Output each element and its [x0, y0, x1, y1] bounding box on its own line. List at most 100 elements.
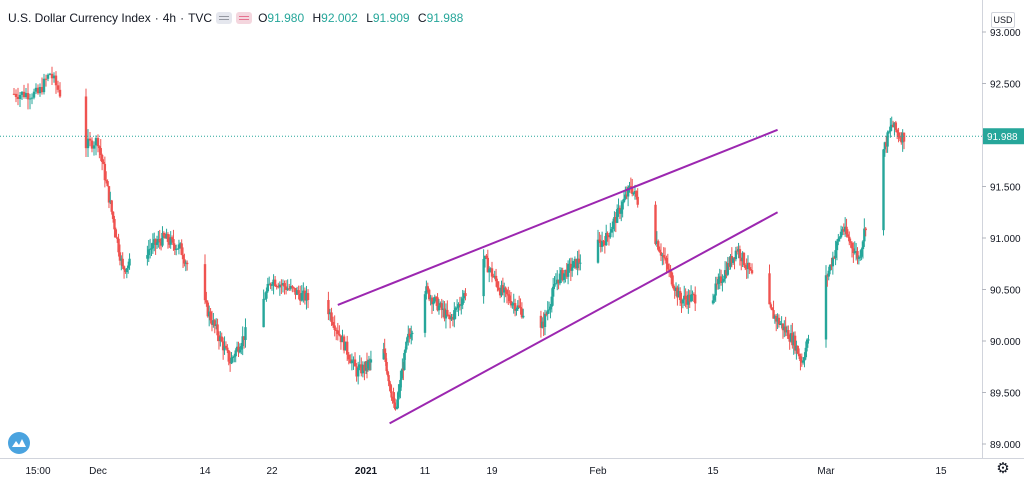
- candle: [517, 295, 521, 308]
- candle-body: [779, 323, 782, 325]
- candle-body: [550, 296, 553, 307]
- gear-icon[interactable]: ⚙: [996, 460, 1010, 477]
- candle: [16, 87, 20, 106]
- candle: [564, 269, 567, 283]
- candle: [659, 243, 663, 262]
- candle: [430, 295, 434, 314]
- candle: [509, 291, 513, 308]
- candle-body: [114, 229, 118, 238]
- y-tick-label: 92.500: [990, 80, 1021, 91]
- candle-body: [433, 296, 436, 302]
- candle: [824, 265, 828, 348]
- candle-body: [797, 353, 801, 357]
- candle-body: [441, 308, 445, 310]
- candle-body: [776, 317, 779, 322]
- candle: [440, 298, 443, 319]
- candle: [100, 153, 104, 171]
- candle: [432, 297, 435, 311]
- candle: [116, 236, 119, 243]
- candle-body: [895, 130, 899, 133]
- candle-body: [517, 305, 521, 307]
- candle-body: [283, 283, 286, 287]
- candle-body: [352, 359, 355, 361]
- candle: [453, 302, 456, 328]
- candle-body: [497, 287, 500, 290]
- candle: [727, 257, 731, 271]
- candle-body: [773, 315, 777, 319]
- candle: [658, 246, 661, 253]
- candle: [792, 331, 795, 355]
- eye-badge-icon[interactable]: [236, 12, 253, 24]
- candle: [482, 249, 485, 304]
- candle-body: [566, 264, 570, 277]
- candle-body: [887, 131, 891, 133]
- candle-body: [654, 204, 657, 244]
- candle-body: [607, 235, 611, 238]
- candle: [217, 331, 221, 350]
- candle-body: [635, 191, 638, 197]
- candle: [220, 332, 223, 343]
- symbol-title[interactable]: U.S. Dollar Currency Index: [8, 11, 151, 25]
- candle: [146, 245, 149, 266]
- candle-body: [223, 345, 226, 351]
- candle-body: [744, 265, 747, 269]
- candle: [579, 254, 582, 271]
- candle: [238, 343, 242, 354]
- candle-body: [622, 198, 626, 203]
- candle-body: [406, 337, 409, 342]
- candle-body: [662, 254, 665, 258]
- candle-body: [118, 252, 122, 261]
- candle: [718, 268, 721, 290]
- candle-body: [599, 240, 602, 247]
- candle-body: [784, 326, 787, 333]
- candle: [677, 284, 680, 298]
- candle: [827, 266, 830, 281]
- candle-body: [448, 315, 452, 320]
- candle-body: [155, 242, 159, 245]
- y-tick-label: 89.000: [990, 440, 1021, 451]
- candle: [636, 188, 639, 208]
- candle: [558, 267, 562, 286]
- candle: [603, 235, 607, 254]
- tradingview-logo-icon[interactable]: [8, 432, 30, 454]
- eye-badge-icon[interactable]: [216, 12, 233, 24]
- candle-body: [886, 132, 889, 147]
- candle: [849, 238, 852, 248]
- candle: [734, 246, 738, 262]
- candle-body: [397, 391, 400, 400]
- candle: [462, 290, 466, 304]
- candle: [237, 341, 240, 358]
- candle: [901, 129, 904, 152]
- lower-channel-line[interactable]: [389, 211, 779, 425]
- candle: [621, 199, 624, 218]
- candle: [738, 245, 742, 266]
- candle-body: [557, 279, 560, 284]
- candle: [796, 345, 799, 355]
- candle: [207, 305, 211, 327]
- candle: [221, 337, 225, 360]
- candle: [610, 226, 613, 233]
- upper-channel-line[interactable]: [337, 128, 778, 306]
- candle-body: [781, 323, 785, 331]
- candle-body: [568, 263, 571, 265]
- currency-button[interactable]: USD: [991, 12, 1015, 28]
- candle: [96, 134, 100, 153]
- candle: [464, 288, 467, 301]
- candle-body: [835, 241, 839, 251]
- y-tick-label: 89.500: [990, 389, 1021, 400]
- candle-body: [103, 163, 107, 181]
- candle: [894, 120, 898, 133]
- candle-body: [795, 345, 798, 351]
- candle-body: [241, 336, 244, 347]
- candle-body: [219, 336, 222, 342]
- candle-body: [206, 302, 209, 317]
- candle: [902, 132, 906, 150]
- candle-body: [262, 298, 265, 328]
- candle: [457, 302, 460, 317]
- candle: [437, 299, 441, 315]
- candle: [655, 231, 659, 247]
- candle: [125, 267, 129, 279]
- interval-label[interactable]: 4h: [162, 11, 177, 25]
- candle: [853, 241, 856, 255]
